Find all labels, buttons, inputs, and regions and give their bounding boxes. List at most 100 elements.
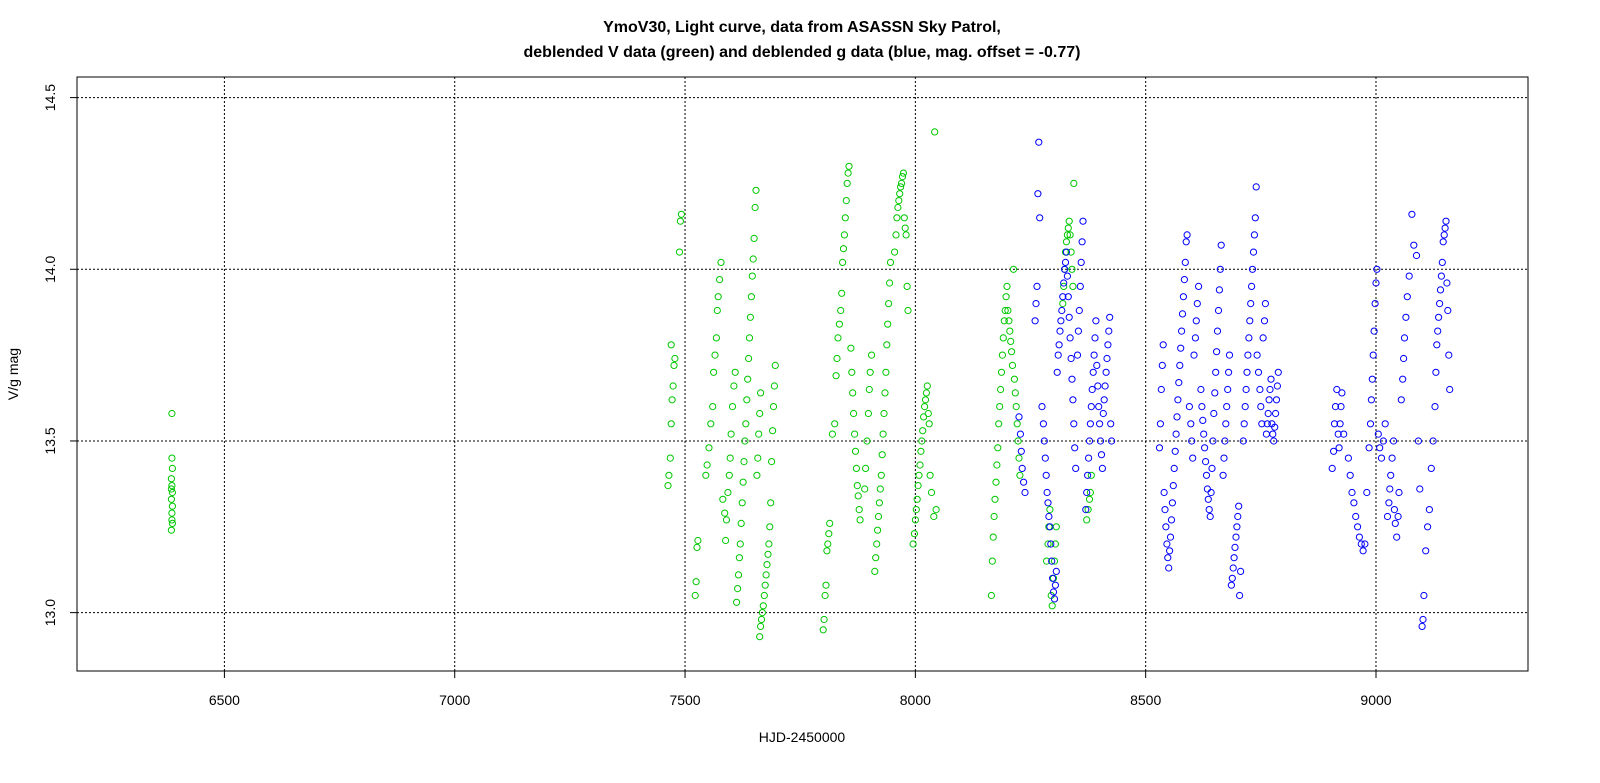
data-point-g (1377, 454, 1386, 462)
data-point-v (902, 231, 910, 239)
data-point-g (1437, 272, 1446, 280)
y-tick-label: 14.0 (42, 255, 58, 282)
data-point-g (1100, 396, 1108, 404)
data-point-g (1272, 409, 1280, 418)
data-point-v (903, 282, 911, 290)
data-point-v (1083, 516, 1091, 524)
data-point-g (1270, 437, 1278, 445)
data-point-v (1085, 495, 1094, 503)
data-point-v (876, 485, 884, 493)
data-point-g (1036, 214, 1044, 222)
data-point-g (1256, 385, 1264, 394)
data-point-v (864, 409, 873, 418)
data-point-v (168, 502, 176, 510)
data-point-v (879, 430, 887, 438)
data-point-g (1058, 306, 1066, 315)
data-point-g (1091, 334, 1099, 342)
data-point-v (915, 471, 923, 479)
data-points (167, 128, 1454, 641)
data-point-v (168, 509, 176, 517)
data-point-g (1089, 368, 1097, 376)
chart-title: YmoV30, Light curve, data from ASASSN Sk… (524, 19, 1081, 61)
data-point-v (921, 403, 929, 411)
data-point-v (748, 272, 756, 280)
data-point-g (1021, 488, 1029, 497)
data-point-g (1240, 420, 1248, 428)
data-point-v (669, 382, 677, 390)
data-point-g (1166, 547, 1174, 555)
data-point-g (1202, 471, 1211, 479)
data-point-g (1251, 214, 1259, 222)
data-point-v (994, 444, 1002, 452)
data-point-g (1383, 512, 1392, 521)
data-point-v (835, 320, 844, 328)
data-point-v (703, 461, 711, 469)
data-point-g (1215, 286, 1224, 294)
data-point-v (692, 578, 700, 586)
data-point-g (1269, 430, 1277, 438)
data-point-g (1368, 375, 1376, 383)
data-point-g (1440, 231, 1448, 239)
data-point-g (1381, 420, 1389, 428)
data-point-v (904, 306, 912, 315)
data-point-v (1016, 471, 1024, 479)
data-point-g (1162, 523, 1170, 531)
data-point-v (753, 471, 761, 479)
data-point-v (168, 516, 176, 524)
data-point-g (1244, 351, 1252, 359)
data-point-g (1333, 385, 1341, 394)
data-point-g (1357, 540, 1365, 548)
data-point-v (894, 203, 902, 212)
data-point-v (826, 519, 834, 528)
data-point-g (1374, 430, 1382, 438)
data-point-v (168, 464, 176, 472)
data-point-v (916, 461, 924, 469)
data-point-g (1393, 533, 1401, 541)
data-point-v (676, 217, 685, 225)
data-point-v (1005, 317, 1013, 325)
data-point-g (1182, 238, 1190, 246)
data-point-v (1046, 506, 1054, 514)
data-point-v (734, 585, 742, 593)
data-point-v (771, 361, 779, 369)
data-point-g (1085, 437, 1094, 445)
data-point-v (750, 234, 758, 242)
data-point-g (1053, 368, 1061, 376)
data-point-g (1056, 327, 1064, 335)
data-point-g (1096, 437, 1105, 445)
data-point-g (1185, 403, 1194, 411)
data-point-g (1093, 361, 1101, 369)
data-point-v (757, 622, 765, 631)
data-point-g (1340, 430, 1348, 438)
data-point-g (1253, 351, 1261, 359)
data-point-g (1264, 409, 1272, 418)
data-point-g (1371, 300, 1379, 308)
data-point-v (883, 341, 891, 349)
data-point-v (763, 561, 771, 569)
data-point-g (1373, 265, 1381, 273)
data-point-g (1217, 241, 1225, 249)
data-point-v (714, 293, 722, 301)
data-point-g (1425, 506, 1434, 514)
data-point-v (677, 210, 686, 218)
data-point-g (1071, 444, 1079, 452)
data-point-g (1219, 471, 1227, 479)
data-point-g (1366, 420, 1375, 428)
data-point-g (1395, 488, 1403, 497)
data-point-g (1216, 265, 1224, 273)
data-point-v (855, 506, 863, 514)
data-point-v (667, 341, 675, 349)
data-point-g (1050, 595, 1059, 603)
data-point-g (1257, 403, 1265, 411)
data-point-v (765, 540, 773, 548)
data-point-v (880, 409, 888, 418)
data-point-g (1221, 437, 1229, 445)
data-point-g (1169, 482, 1177, 490)
data-point-g (1197, 385, 1205, 394)
data-point-g (1363, 488, 1371, 497)
data-point-g (1171, 447, 1179, 455)
data-point-g (1397, 396, 1405, 404)
data-point-v (711, 351, 719, 359)
data-point-v (891, 248, 899, 256)
data-point-g (1017, 447, 1025, 455)
